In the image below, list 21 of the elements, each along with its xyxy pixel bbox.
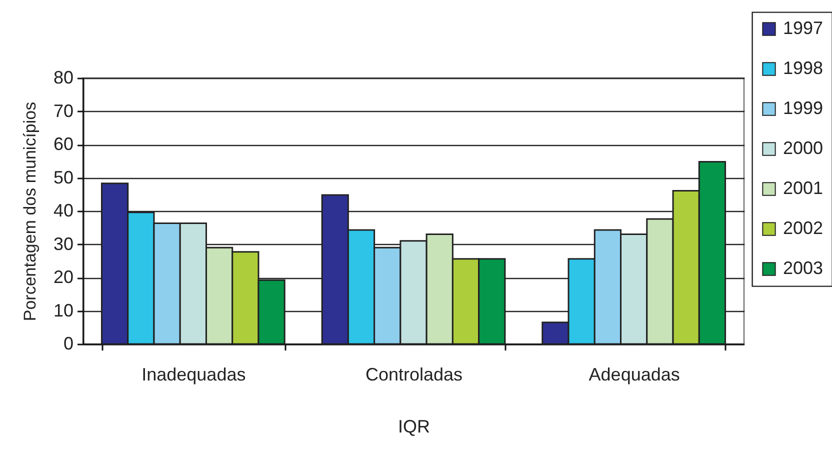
- legend-label: 1998: [783, 58, 824, 78]
- y-tick-label: 10: [53, 300, 74, 320]
- legend-label: 2002: [783, 218, 824, 238]
- legend-label: 2001: [783, 178, 824, 198]
- legend-label: 1999: [783, 98, 824, 118]
- y-tick-label: 70: [53, 100, 74, 121]
- x-axis-title: IQR: [398, 416, 430, 436]
- y-tick-label: 0: [63, 334, 74, 354]
- y-tick-label: 80: [53, 68, 74, 88]
- legend-label: 2000: [783, 138, 824, 158]
- y-tick-label: 50: [53, 167, 74, 188]
- legend-label: 2003: [783, 258, 824, 278]
- x-tick-label: Adequadas: [588, 364, 680, 384]
- y-tick-label: 20: [53, 267, 74, 287]
- y-tick-label: 40: [53, 200, 74, 220]
- x-tick-label: Inadequadas: [142, 364, 246, 384]
- x-tick-label: Controladas: [365, 364, 463, 384]
- legend-label: 1997: [783, 18, 824, 38]
- y-tick-label: 30: [53, 234, 74, 254]
- y-tick-label: 60: [53, 134, 74, 154]
- y-axis-title: Porcentagem dos municípios: [20, 102, 40, 322]
